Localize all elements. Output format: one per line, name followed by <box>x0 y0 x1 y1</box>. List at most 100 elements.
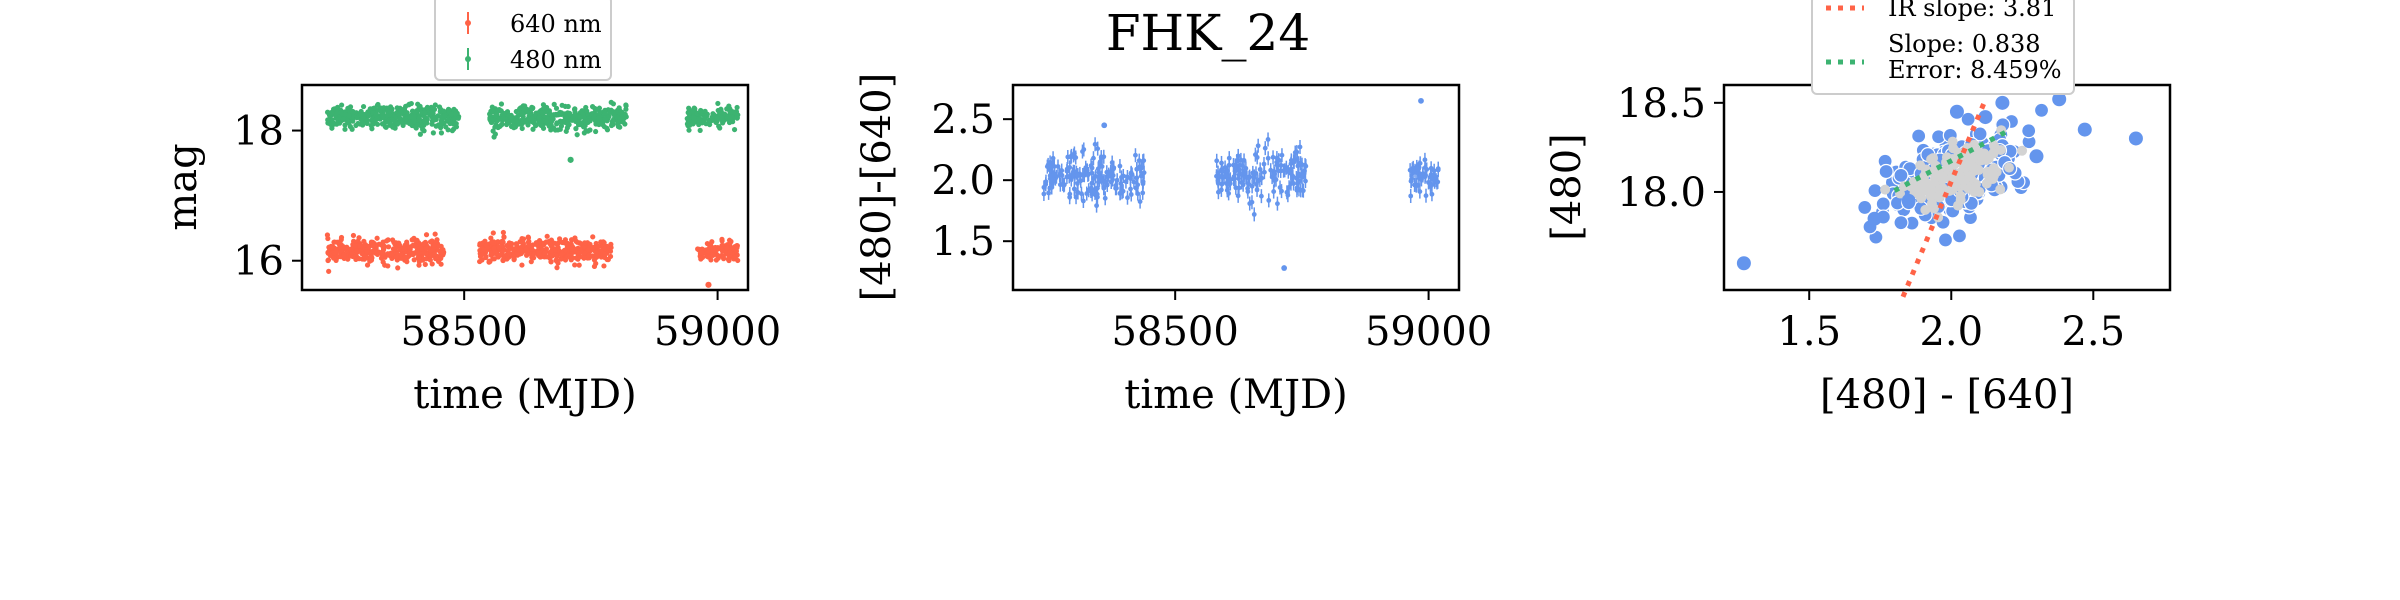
data-point <box>1428 181 1433 187</box>
data-point <box>1252 152 1258 158</box>
data-point <box>591 257 598 263</box>
data-point <box>364 262 371 268</box>
data-point <box>390 124 396 130</box>
light-curve-points <box>324 99 741 288</box>
data-point <box>429 261 435 267</box>
data-point <box>390 117 396 123</box>
data-point <box>1251 174 1256 180</box>
data-point <box>519 262 525 268</box>
data-point <box>533 240 539 246</box>
cmd-point <box>1911 128 1927 144</box>
outlier-point <box>1101 122 1108 129</box>
data-point <box>601 245 608 252</box>
cmd-error-point <box>1988 170 1999 181</box>
cmd-point <box>2021 123 2037 139</box>
panel2-xlabel: time (MJD) <box>1124 372 1347 418</box>
data-point <box>574 132 580 138</box>
x-tick-label: 2.5 <box>2061 309 2125 355</box>
data-point <box>1134 166 1140 172</box>
panel-light-curves: 58500 59000 16 18 time (MJD) mag 640 nm 480… <box>160 0 781 418</box>
y-tick-label: 18.5 <box>1617 81 1706 127</box>
data-point <box>368 255 374 261</box>
data-point <box>697 127 703 134</box>
data-point <box>1117 163 1123 169</box>
data-point <box>380 250 386 257</box>
data-point <box>489 117 495 123</box>
data-point <box>541 109 548 115</box>
data-point <box>687 122 693 128</box>
data-point <box>391 239 397 245</box>
cmd-error-point <box>1915 160 1926 171</box>
data-point <box>690 108 696 114</box>
data-point <box>1071 186 1077 192</box>
data-point <box>393 254 399 260</box>
cmd-point <box>1995 95 2010 110</box>
data-point <box>500 257 506 263</box>
data-point <box>720 253 726 259</box>
data-point <box>623 103 629 109</box>
data-point <box>1043 181 1049 187</box>
data-point <box>575 122 582 128</box>
data-point <box>713 257 719 263</box>
panel1-ticks: 58500 59000 16 18 <box>233 109 781 355</box>
data-point <box>360 115 366 121</box>
data-point <box>1120 173 1126 179</box>
data-point <box>423 256 429 262</box>
data-point <box>346 112 352 119</box>
data-point <box>1128 170 1134 176</box>
fit-line <box>1893 128 2010 193</box>
data-point <box>1095 166 1101 172</box>
data-point <box>596 115 602 121</box>
data-point <box>714 115 720 121</box>
data-point <box>555 260 561 266</box>
data-point <box>410 251 416 258</box>
data-point <box>362 242 369 248</box>
x-tick-label: 1.5 <box>1777 309 1841 355</box>
data-point <box>602 251 608 258</box>
data-point <box>365 110 371 116</box>
cmd-point <box>1893 167 1909 184</box>
data-point <box>449 128 455 134</box>
panel1-axes <box>300 83 750 292</box>
cmd-error-point <box>1976 151 1987 162</box>
x-tick-label: 58500 <box>1112 309 1239 355</box>
data-point <box>1099 164 1105 169</box>
data-point <box>417 131 423 137</box>
data-point <box>719 248 726 254</box>
data-point <box>1141 158 1147 164</box>
data-point <box>698 109 704 115</box>
data-point <box>1275 168 1281 173</box>
cmd-point <box>1972 126 1988 142</box>
figure-title: FHK_24 <box>1106 4 1310 62</box>
data-point <box>529 115 535 121</box>
data-point <box>413 238 419 244</box>
data-point <box>573 126 579 132</box>
data-point <box>423 232 430 238</box>
data-point <box>727 249 733 256</box>
data-point <box>1415 166 1421 172</box>
data-point <box>337 241 343 247</box>
cmd-error-point <box>1952 200 1963 211</box>
data-point <box>411 116 417 122</box>
panel2-ylabel: [480]-[640] <box>854 73 900 302</box>
data-point <box>543 119 549 125</box>
data-point <box>492 124 498 130</box>
data-point <box>568 246 575 253</box>
data-point <box>325 257 332 263</box>
data-point <box>523 119 529 125</box>
data-point <box>371 105 377 111</box>
data-point <box>556 236 563 242</box>
data-point <box>396 242 403 248</box>
data-point <box>1047 173 1053 179</box>
data-point <box>429 121 435 127</box>
cmd-error-point <box>1959 162 1970 173</box>
cmd-error-point <box>1925 191 1936 202</box>
data-point <box>401 106 408 112</box>
data-point <box>558 252 564 258</box>
data-point <box>353 248 360 254</box>
data-point <box>1131 179 1137 185</box>
data-point <box>430 130 436 136</box>
data-point <box>1123 179 1129 184</box>
data-point <box>356 235 362 241</box>
x-tick-label: 58500 <box>401 309 528 355</box>
